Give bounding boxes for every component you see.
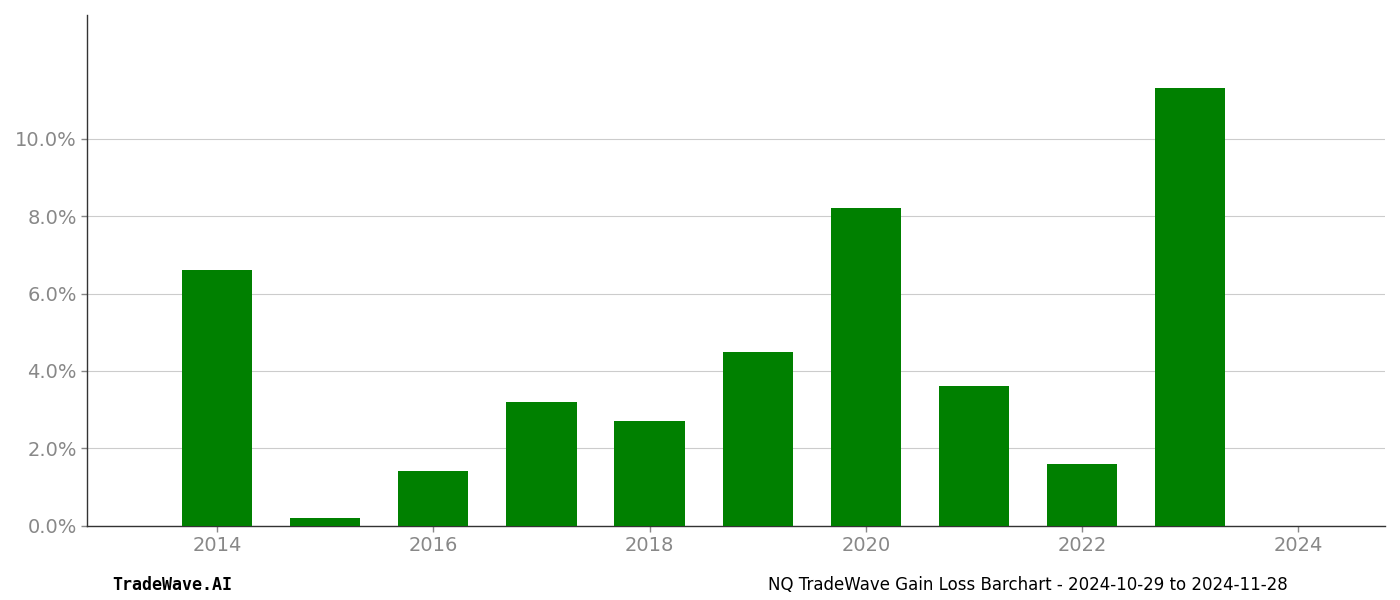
Text: NQ TradeWave Gain Loss Barchart - 2024-10-29 to 2024-11-28: NQ TradeWave Gain Loss Barchart - 2024-1… xyxy=(769,576,1288,594)
Bar xyxy=(1047,464,1117,526)
Text: TradeWave.AI: TradeWave.AI xyxy=(112,576,232,594)
Bar xyxy=(398,472,469,526)
Bar xyxy=(722,352,792,526)
Bar xyxy=(939,386,1009,526)
Bar xyxy=(182,270,252,526)
Bar xyxy=(1155,88,1225,526)
Bar xyxy=(290,518,360,526)
Bar xyxy=(830,208,902,526)
Bar xyxy=(507,402,577,526)
Bar xyxy=(615,421,685,526)
